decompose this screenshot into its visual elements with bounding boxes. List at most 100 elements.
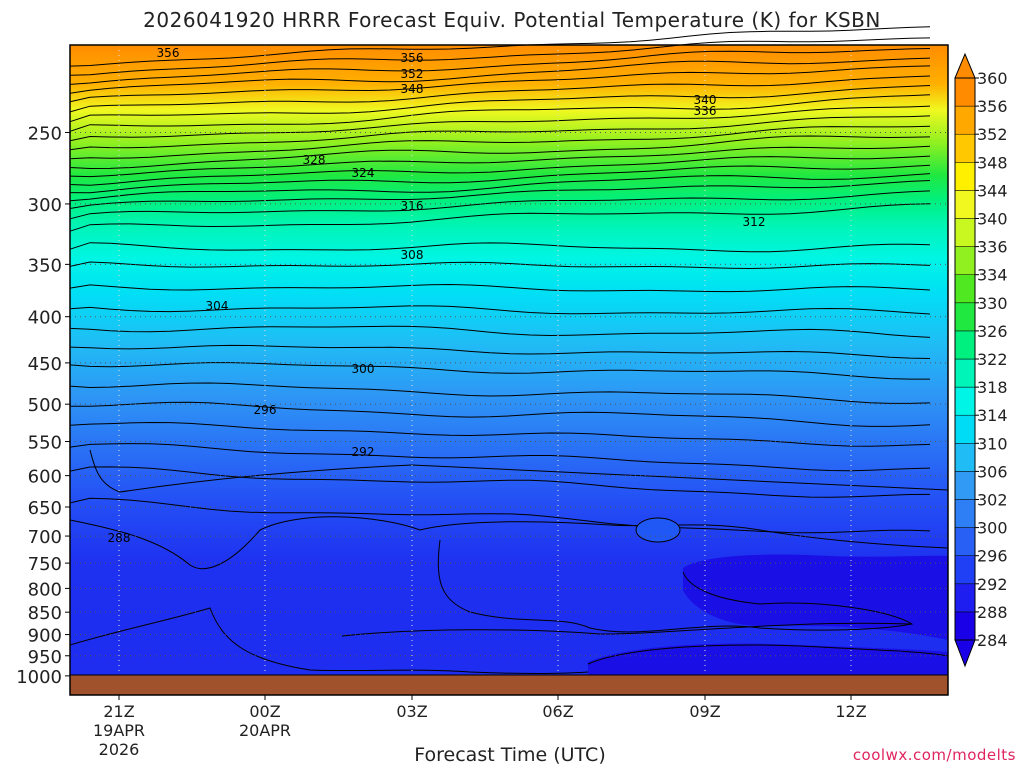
contour-line [69, 421, 931, 447]
colorbar-label: 300 [977, 519, 1008, 538]
colorbar-label: 302 [977, 491, 1008, 510]
contour-label: 324 [352, 166, 375, 180]
contour-line [69, 401, 931, 427]
axes: 2503003504004505005506006507007508008509… [16, 44, 949, 759]
colorbar-swatch [954, 471, 976, 500]
colorbar-label: 284 [977, 631, 1008, 650]
contour-line [69, 135, 931, 170]
contour-line [69, 180, 931, 209]
colorbar-swatch [954, 330, 976, 360]
y-tick-label: 250 [28, 123, 62, 144]
colorbar-label: 326 [977, 322, 1008, 341]
colorbar-swatch [954, 358, 976, 388]
colorbar-label: 310 [977, 434, 1008, 453]
contour-line [69, 362, 930, 380]
contour-line [587, 644, 949, 665]
contour-label: 348 [401, 82, 424, 96]
y-tick-label: 750 [28, 554, 62, 575]
contour-lines [69, 26, 949, 674]
contour-line [341, 622, 913, 637]
colorbar-swatch [954, 583, 976, 613]
colorbar-arrow-bottom [954, 639, 976, 668]
contour-line [69, 57, 931, 94]
contour-line [69, 173, 931, 202]
colorbar-label: 288 [977, 603, 1008, 622]
colorbar-swatch [954, 414, 976, 444]
colorbar-swatch [954, 274, 976, 304]
y-tick-label: 500 [28, 395, 62, 416]
colorbar: 284 288 292 296 300 302 306 310 314 318 322 326 330 3… [954, 52, 1008, 668]
x-tick-label: 06Z [542, 702, 573, 721]
contour-line [69, 190, 931, 220]
ground-fill [70, 675, 948, 695]
contour-label: 316 [401, 199, 424, 213]
contour-labels: 356 3563523483403363283243163123083043002… [108, 46, 766, 545]
contour-label: 328 [303, 153, 326, 167]
contour-closed [635, 517, 681, 543]
contour-line [69, 325, 931, 338]
y-tick-label: 400 [28, 308, 62, 329]
colorbar-swatch [954, 386, 976, 416]
contour-label: 336 [694, 104, 717, 118]
contour-line [69, 382, 931, 404]
colorbar-swatch [954, 190, 976, 219]
y-tick-label: 350 [28, 255, 62, 276]
y-tick-label: 300 [28, 195, 62, 216]
x-tick-year: 2026 [99, 740, 140, 759]
contour-label: 308 [401, 248, 424, 262]
colorbar-label: 296 [977, 547, 1008, 566]
x-tick-date: 19APR [93, 721, 145, 740]
contour-label: 304 [206, 299, 229, 313]
credit-link[interactable]: coolwx.com/modelts [852, 746, 1016, 764]
contour-line [69, 105, 931, 142]
colorbar-swatch [954, 499, 976, 528]
contour-label: 340 [694, 93, 717, 107]
contour-label: 352 [401, 67, 424, 81]
y-tick-label: 550 [28, 433, 62, 454]
colorbar-label: 334 [977, 266, 1008, 285]
y-tick-label: 800 [28, 579, 62, 600]
y-tick-label: 1000 [16, 667, 62, 688]
colorbar-swatch [954, 162, 976, 191]
contour-label: 300 [352, 362, 375, 376]
colorbar-label: 292 [977, 575, 1008, 594]
colorbar-label: 340 [977, 210, 1008, 229]
colorbar-arrow-top [954, 52, 976, 79]
contour-line [69, 443, 931, 472]
contour-line [69, 607, 589, 674]
colorbar-label: 314 [977, 406, 1008, 425]
contour-line [69, 283, 931, 293]
colorbar-swatch [954, 105, 976, 135]
ground-layer [70, 674, 948, 695]
y-tick-label: 950 [28, 647, 62, 668]
colorbar-label: 318 [977, 378, 1008, 397]
colorbar-swatch [954, 611, 976, 641]
colorbar-label: 330 [977, 294, 1008, 313]
contour-line [69, 115, 931, 151]
contour-line [69, 516, 949, 570]
colorbar-label: 348 [977, 153, 1008, 172]
contour-label: 288 [108, 531, 131, 545]
colorbar-label: 336 [977, 238, 1008, 257]
colorbar-label: 352 [977, 125, 1008, 144]
contour-line [437, 539, 914, 633]
contour-line [69, 145, 931, 178]
chart-title: 2026041920 HRRR Forecast Equiv. Potentia… [143, 8, 881, 32]
contour-line [69, 125, 931, 160]
contour-line [69, 37, 931, 76]
contour-line [69, 466, 931, 498]
contour-label: 356 [401, 51, 424, 65]
contour-line [69, 305, 931, 315]
x-tick-label: 21Z [103, 702, 134, 721]
contour-line [69, 261, 931, 270]
colorbar-swatch [954, 133, 976, 163]
contour-line [69, 497, 931, 534]
grid-lines [70, 45, 948, 695]
contour-line [69, 155, 931, 186]
colorbar-swatch [954, 77, 976, 107]
contour-line [69, 65, 931, 103]
x-tick-label: 12Z [835, 702, 866, 721]
x-tick-label: 03Z [396, 702, 427, 721]
